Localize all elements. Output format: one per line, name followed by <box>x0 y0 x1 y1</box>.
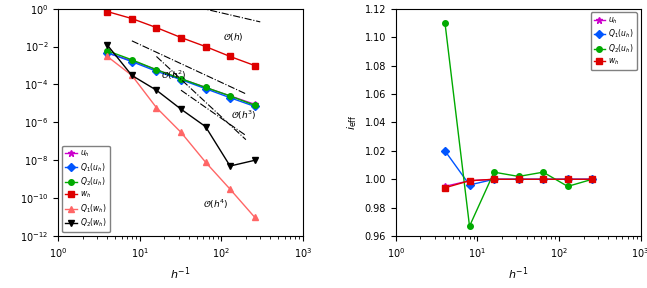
$u_h$ <box>466 179 474 182</box>
$Q_1(u_h)$ <box>490 177 498 181</box>
$Q_2(u_h)$ <box>153 68 160 71</box>
$w_h$ <box>251 64 259 67</box>
$w_h$ <box>202 45 210 48</box>
$Q_2(u_h)$ <box>466 224 474 228</box>
$Q_1(w_h)$ <box>104 55 111 58</box>
$Q_1(u_h)$ <box>441 149 449 153</box>
$w_h$ <box>540 177 547 181</box>
$Q_1(u_h)$ <box>177 78 185 82</box>
$w_h$ <box>177 36 185 39</box>
$w_h$ <box>564 177 571 181</box>
$Q_2(u_h)$ <box>202 86 210 89</box>
Line: $Q_1(w_h)$: $Q_1(w_h)$ <box>105 54 258 220</box>
$u_h$ <box>540 177 547 181</box>
$w_h$ <box>466 179 474 182</box>
$Q_2(u_h)$ <box>588 177 596 181</box>
$Q_2(u_h)$ <box>515 175 523 178</box>
Text: $\mathcal{O}(h)$: $\mathcal{O}(h)$ <box>223 31 244 43</box>
Line: $u_h$: $u_h$ <box>441 176 596 190</box>
$w_h$ <box>226 55 234 58</box>
$u_h$ <box>202 86 210 89</box>
$w_h$ <box>515 177 523 181</box>
Line: $Q_1(u_h)$: $Q_1(u_h)$ <box>442 148 595 188</box>
$u_h$ <box>128 59 136 62</box>
Legend: $u_h$, $Q_1(u_h)$, $Q_2(u_h)$, $w_h$, $Q_1(w_h)$, $Q_2(w_h)$: $u_h$, $Q_1(u_h)$, $Q_2(u_h)$, $w_h$, $Q… <box>62 146 109 232</box>
$Q_1(w_h)$ <box>177 130 185 134</box>
$Q_1(u_h)$ <box>564 177 571 181</box>
$Q_1(u_h)$ <box>153 69 160 73</box>
$Q_1(u_h)$ <box>104 51 111 54</box>
$u_h$ <box>251 103 259 106</box>
$Q_2(u_h)$ <box>251 104 259 107</box>
$u_h$ <box>441 185 449 188</box>
$Q_2(u_h)$ <box>564 185 571 188</box>
X-axis label: $h^{-1}$: $h^{-1}$ <box>508 265 529 282</box>
$w_h$ <box>588 177 596 181</box>
$Q_2(w_h)$ <box>104 43 111 47</box>
Line: $Q_2(u_h)$: $Q_2(u_h)$ <box>105 48 258 108</box>
$w_h$ <box>128 17 136 20</box>
Line: $w_h$: $w_h$ <box>105 9 258 68</box>
$Q_1(u_h)$ <box>466 183 474 187</box>
$u_h$ <box>177 77 185 81</box>
Line: $Q_1(u_h)$: $Q_1(u_h)$ <box>105 50 258 109</box>
Line: $Q_2(u_h)$: $Q_2(u_h)$ <box>442 20 595 229</box>
$Q_2(u_h)$ <box>177 77 185 81</box>
$u_h$ <box>588 177 596 181</box>
$w_h$ <box>441 186 449 190</box>
$Q_2(w_h)$ <box>226 164 234 168</box>
$Q_2(u_h)$ <box>226 94 234 98</box>
Line: $w_h$: $w_h$ <box>442 177 595 191</box>
$w_h$ <box>153 26 160 29</box>
$u_h$ <box>515 177 523 181</box>
$u_h$ <box>226 94 234 98</box>
$Q_2(u_h)$ <box>441 21 449 24</box>
Text: $\mathcal{O}(h^4)$: $\mathcal{O}(h^4)$ <box>203 198 229 211</box>
Y-axis label: $i_\mathrm{eff}$: $i_\mathrm{eff}$ <box>345 115 359 130</box>
Line: $Q_2(w_h)$: $Q_2(w_h)$ <box>105 42 258 169</box>
$Q_2(u_h)$ <box>128 58 136 62</box>
$Q_2(w_h)$ <box>153 88 160 92</box>
$Q_1(u_h)$ <box>251 105 259 108</box>
$Q_2(w_h)$ <box>202 125 210 128</box>
$Q_2(w_h)$ <box>177 107 185 111</box>
$w_h$ <box>104 10 111 13</box>
$Q_1(u_h)$ <box>226 96 234 99</box>
$Q_1(w_h)$ <box>251 215 259 219</box>
$Q_2(u_h)$ <box>490 170 498 174</box>
Text: $\mathcal{O}(h^2)$: $\mathcal{O}(h^2)$ <box>160 68 186 82</box>
$Q_1(w_h)$ <box>128 74 136 77</box>
$Q_1(u_h)$ <box>515 177 523 181</box>
$Q_1(w_h)$ <box>153 106 160 109</box>
$Q_2(w_h)$ <box>128 74 136 77</box>
$Q_2(w_h)$ <box>251 159 259 162</box>
$Q_1(u_h)$ <box>540 177 547 181</box>
$u_h$ <box>153 68 160 71</box>
$u_h$ <box>564 177 571 181</box>
$Q_2(u_h)$ <box>104 49 111 52</box>
Legend: $u_h$, $Q_1(u_h)$, $Q_2(u_h)$, $w_h$: $u_h$, $Q_1(u_h)$, $Q_2(u_h)$, $w_h$ <box>591 12 637 70</box>
$Q_1(u_h)$ <box>202 87 210 90</box>
$Q_1(u_h)$ <box>128 60 136 63</box>
$Q_2(u_h)$ <box>540 170 547 174</box>
X-axis label: $h^{-1}$: $h^{-1}$ <box>170 265 191 282</box>
$Q_1(u_h)$ <box>588 177 596 181</box>
$Q_1(w_h)$ <box>226 187 234 191</box>
$Q_1(w_h)$ <box>202 160 210 164</box>
$w_h$ <box>490 177 498 181</box>
Line: $u_h$: $u_h$ <box>104 50 258 108</box>
$u_h$ <box>490 177 498 181</box>
Text: $\mathcal{O}(h^3)$: $\mathcal{O}(h^3)$ <box>230 109 256 122</box>
$u_h$ <box>104 51 111 55</box>
